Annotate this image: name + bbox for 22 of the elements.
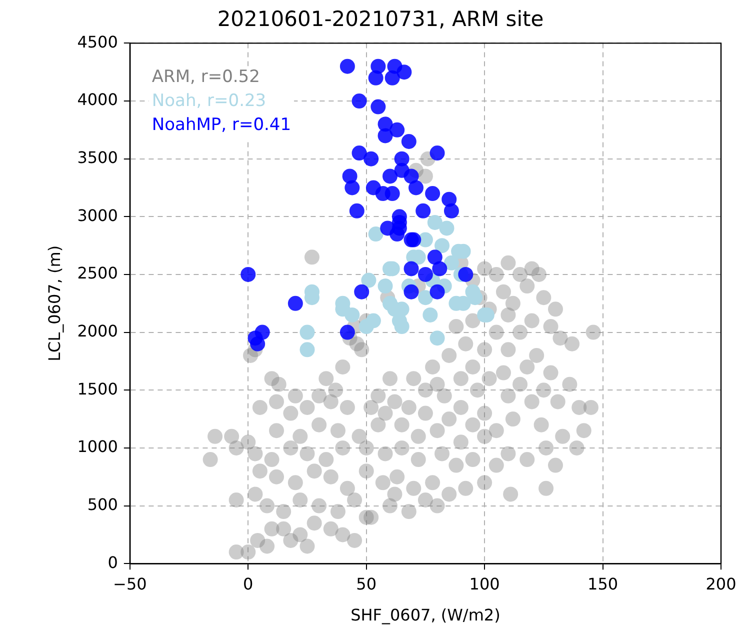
y-tick-label: 3500 <box>77 148 118 167</box>
y-tick-label: 2500 <box>77 264 118 283</box>
text: ARM, r=0.52 <box>152 67 260 88</box>
x-tick-label: 200 <box>706 574 736 594</box>
y-tick-label: 1000 <box>77 437 118 456</box>
y-tick-label: 500 <box>87 494 118 514</box>
x-tick-label: −50 <box>113 574 147 594</box>
y-tick-label: 0 <box>108 552 118 572</box>
x-tick-label: 150 <box>588 574 618 594</box>
x-axis-title: SHF_0607, (W/m2) <box>350 606 500 625</box>
y-tick-label: 4500 <box>77 32 118 52</box>
y-tick-label: 1500 <box>77 379 118 398</box>
x-tick-label: 0 <box>243 574 254 594</box>
text: Noah, r=0.23 <box>152 91 266 112</box>
x-tick-label: 100 <box>469 574 500 594</box>
text: NoahMP, r=0.41 <box>152 115 292 136</box>
y-tick-label: 2000 <box>77 321 118 340</box>
y-axis-title: LCL_0607, (m) <box>44 245 64 362</box>
x-tick-label: 50 <box>356 574 377 594</box>
y-tick-label: 4000 <box>77 90 118 110</box>
y-tick-label: 3000 <box>77 206 118 225</box>
chart-title: 20210601-20210731, ARM site <box>217 7 544 32</box>
